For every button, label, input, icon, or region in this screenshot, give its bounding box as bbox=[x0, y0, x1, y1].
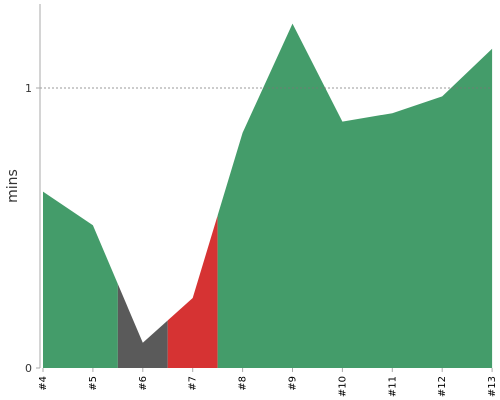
y-tick-label-1: 1 bbox=[25, 82, 32, 95]
x-tick-label-5: #9 bbox=[288, 376, 299, 391]
x-tick-label-7: #11 bbox=[387, 376, 398, 397]
x-tick-label-8: #12 bbox=[437, 376, 448, 397]
y-axis-label: mins bbox=[5, 169, 21, 203]
y-tick-label-0: 0 bbox=[25, 362, 32, 375]
area-segment-2 bbox=[167, 215, 218, 368]
area-segment-1 bbox=[117, 284, 168, 368]
x-tick-label-0: #4 bbox=[38, 376, 49, 391]
y-ticks: 01 bbox=[25, 82, 40, 375]
x-tick-label-3: #7 bbox=[188, 376, 199, 391]
area-segment-3 bbox=[217, 23, 493, 368]
x-tick-label-4: #8 bbox=[238, 376, 249, 391]
x-tick-label-2: #6 bbox=[138, 376, 149, 391]
x-tick-label-9: #13 bbox=[487, 376, 498, 397]
area-segment-0 bbox=[43, 191, 118, 368]
area-segments bbox=[43, 23, 493, 368]
x-ticks: #4 #5 #6 #7 #8 #9 #10 #11 #12 #13 bbox=[38, 368, 498, 397]
x-tick-label-6: #10 bbox=[337, 376, 348, 397]
x-tick-label-1: #5 bbox=[88, 376, 99, 391]
